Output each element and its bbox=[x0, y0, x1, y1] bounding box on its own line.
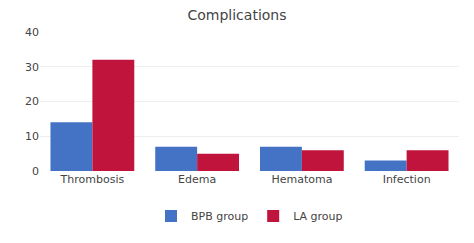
svg-text:Thrombosis: Thrombosis bbox=[60, 173, 125, 186]
svg-text:30: 30 bbox=[25, 61, 39, 74]
svg-text:BPB group: BPB group bbox=[191, 210, 248, 223]
svg-text:0: 0 bbox=[32, 165, 39, 178]
svg-text:Complications: Complications bbox=[187, 7, 286, 23]
svg-text:40: 40 bbox=[25, 26, 39, 39]
svg-text:20: 20 bbox=[25, 95, 39, 108]
svg-text:10: 10 bbox=[25, 130, 39, 143]
svg-text:Hematoma: Hematoma bbox=[271, 173, 332, 186]
svg-text:LA group: LA group bbox=[293, 210, 342, 223]
svg-text:Infection: Infection bbox=[383, 173, 431, 186]
svg-text:Edema: Edema bbox=[178, 173, 216, 186]
